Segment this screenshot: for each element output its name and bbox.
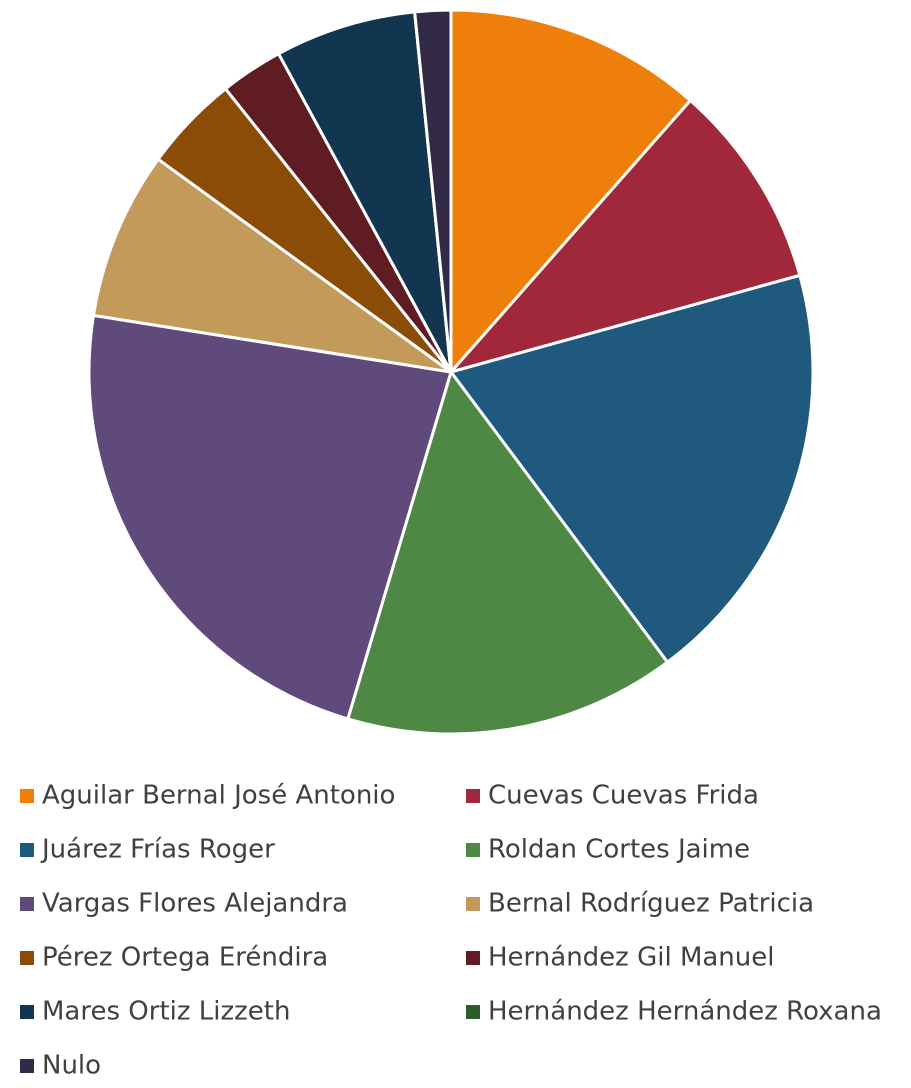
legend-label: Mares Ortiz Lizzeth <box>42 997 290 1027</box>
legend-swatch <box>466 1005 480 1019</box>
legend-swatch <box>20 951 34 965</box>
legend-swatch <box>466 951 480 965</box>
legend-swatch <box>466 897 480 911</box>
legend-swatch <box>20 843 34 857</box>
pie-slice <box>277 10 453 374</box>
pie-slice <box>413 8 453 374</box>
pie-slice <box>449 98 802 374</box>
legend-label: Roldan Cortes Jaime <box>488 835 750 865</box>
legend-label: Hernández Gil Manuel <box>488 943 774 973</box>
legend-label: Vargas Flores Alejandra <box>42 889 348 919</box>
legend-swatch <box>466 789 480 803</box>
legend-label: Aguilar Bernal José Antonio <box>42 781 395 811</box>
pie-slice <box>346 370 669 736</box>
legend-label: Hernández Hernández Roxana <box>488 997 882 1027</box>
pie-slice <box>91 157 453 374</box>
legend-swatch <box>20 897 34 911</box>
legend-label: Nulo <box>42 1051 101 1081</box>
legend-label: Juárez Frías Roger <box>40 835 275 865</box>
legend-label: Bernal Rodríguez Patricia <box>488 889 814 919</box>
legend-swatch <box>20 789 34 803</box>
legend-label: Pérez Ortega Eréndira <box>42 943 328 973</box>
legend-swatch <box>466 843 480 857</box>
pie-slice <box>449 273 815 664</box>
legend-label: Cuevas Cuevas Frida <box>488 781 759 811</box>
pie-slice <box>87 313 453 721</box>
legend-swatch <box>20 1005 34 1019</box>
pie-slice <box>449 8 692 374</box>
legend-swatch <box>20 1059 34 1073</box>
